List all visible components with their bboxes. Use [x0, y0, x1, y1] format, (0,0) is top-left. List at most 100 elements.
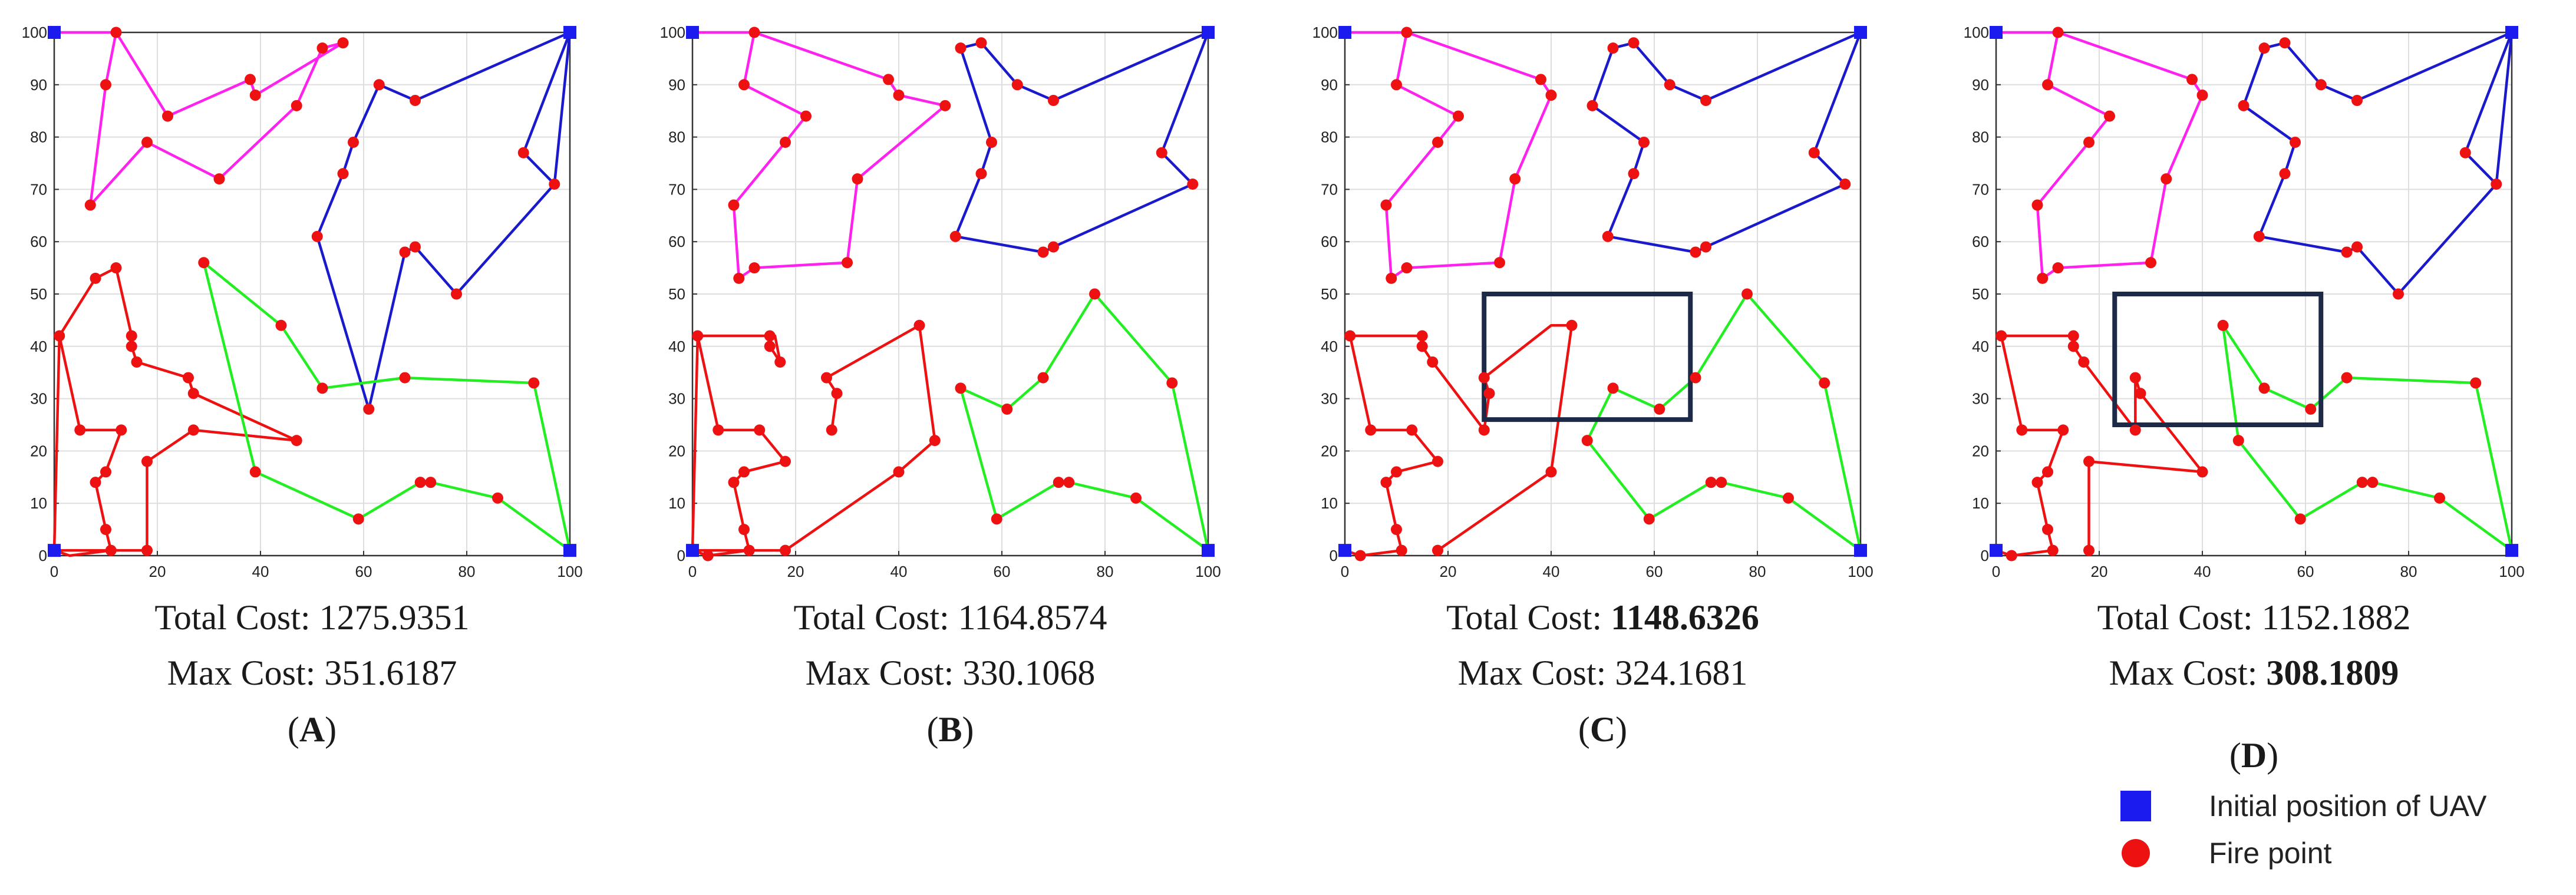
fire-point [826, 424, 837, 436]
total-cost-text: Total Cost: 1164.8574 [794, 598, 1107, 637]
fire-point [754, 424, 766, 436]
y-tick-label: 90 [1972, 76, 1989, 94]
max-cost-text: Max Cost: 308.1809 [2109, 653, 2399, 692]
uav-position-marker [48, 26, 61, 39]
fire-point [2367, 477, 2379, 488]
legend-label: Fire point [2209, 837, 2332, 870]
fire-point [100, 466, 111, 478]
fire-point [291, 100, 302, 111]
fire-point [162, 110, 173, 122]
fire-point [100, 524, 111, 536]
fire-point [764, 330, 776, 342]
route-green [2221, 324, 2514, 551]
fire-point [713, 424, 724, 436]
fire-point [2083, 455, 2095, 467]
fire-point [126, 341, 137, 352]
fire-point [1638, 136, 1650, 148]
uav-position-marker [1990, 26, 2003, 39]
fire-point [2238, 100, 2250, 111]
x-tick-label: 60 [994, 563, 1011, 580]
fire-point [90, 477, 101, 488]
fire-point [2279, 37, 2291, 49]
fire-point [2052, 27, 2064, 38]
fire-point [1628, 168, 1640, 180]
fire-point [738, 466, 750, 478]
y-tick-label: 80 [1972, 128, 1989, 146]
uav-position-marker [563, 26, 576, 39]
y-tick-label: 60 [1972, 233, 1989, 250]
fire-point [141, 136, 153, 148]
max-cost-label: Max Cost: [1458, 653, 1615, 692]
uav-position-marker [1990, 544, 2003, 557]
total-cost-text: Total Cost: 1152.1882 [2097, 598, 2411, 637]
fire-point [1509, 173, 1521, 185]
max-cost-text: Max Cost: 351.6187 [167, 653, 457, 692]
fire-point [748, 27, 760, 38]
fire-point [311, 230, 323, 242]
fire-point [780, 544, 791, 556]
fire-point [2393, 288, 2404, 300]
fire-point [2083, 544, 2095, 556]
y-tick-label: 60 [30, 233, 47, 250]
y-tick-label: 20 [30, 442, 47, 460]
fire-point [1996, 330, 2007, 342]
y-tick-label: 20 [668, 442, 685, 460]
route-red [1344, 324, 1574, 557]
panel-paren-close: ) [962, 710, 974, 749]
fire-point [2459, 147, 2471, 158]
fire-point [1416, 341, 1428, 352]
fire-point [2016, 424, 2028, 436]
fire-point [1063, 477, 1075, 488]
fire-point [764, 341, 776, 352]
fire-point [2315, 79, 2327, 91]
fire-point [2351, 94, 2363, 106]
highlight-box [1482, 292, 1693, 422]
x-tick-label: 20 [149, 563, 166, 580]
y-tick-label: 100 [1964, 24, 1989, 41]
fire-point [1001, 403, 1013, 415]
fire-point [1808, 147, 1820, 158]
fire-point [2067, 341, 2079, 352]
route-green [959, 292, 1210, 551]
fire-point [2104, 110, 2115, 122]
fire-point [2042, 524, 2053, 536]
fire-point [2232, 435, 2244, 447]
max-cost-label: Max Cost: [167, 653, 325, 692]
fire-point [1453, 110, 1464, 122]
grid-lines [54, 32, 570, 556]
x-tick-label: 0 [688, 563, 697, 580]
fire-point [410, 94, 421, 106]
fire-point [1089, 288, 1100, 300]
total-cost-value: 1152.1882 [2262, 598, 2411, 637]
fire-point [2135, 388, 2146, 399]
route-green [202, 261, 572, 551]
fire-point [1048, 94, 1059, 106]
fire-point [2145, 257, 2156, 269]
uav-position-marker [1854, 26, 1867, 39]
fire-point [2186, 74, 2198, 85]
fire-point [131, 356, 143, 368]
fire-point [738, 79, 750, 91]
panel-label: (C) [1578, 710, 1627, 749]
fire-point [1607, 382, 1619, 394]
fire-point [893, 466, 905, 478]
fire-point [1396, 544, 1407, 556]
fire-point [986, 136, 997, 148]
max-cost-label: Max Cost: [2109, 653, 2267, 692]
uav-position-marker [48, 544, 61, 557]
fire-point [2294, 513, 2306, 525]
fire-point [780, 136, 791, 148]
fire-point [2129, 372, 2141, 384]
fire-point [1700, 241, 1711, 253]
y-tick-label: 0 [39, 547, 47, 564]
fire-point [2067, 330, 2079, 342]
fire-point [1664, 79, 1675, 91]
y-tick-label: 40 [668, 338, 685, 355]
y-tick-label: 10 [668, 494, 685, 512]
x-tick-label: 60 [2297, 563, 2314, 580]
fire-point [54, 330, 65, 342]
y-tick-label: 70 [668, 180, 685, 198]
fire-point [1380, 477, 1392, 488]
uav-position-marker [1202, 26, 1215, 39]
fire-point [692, 330, 704, 342]
